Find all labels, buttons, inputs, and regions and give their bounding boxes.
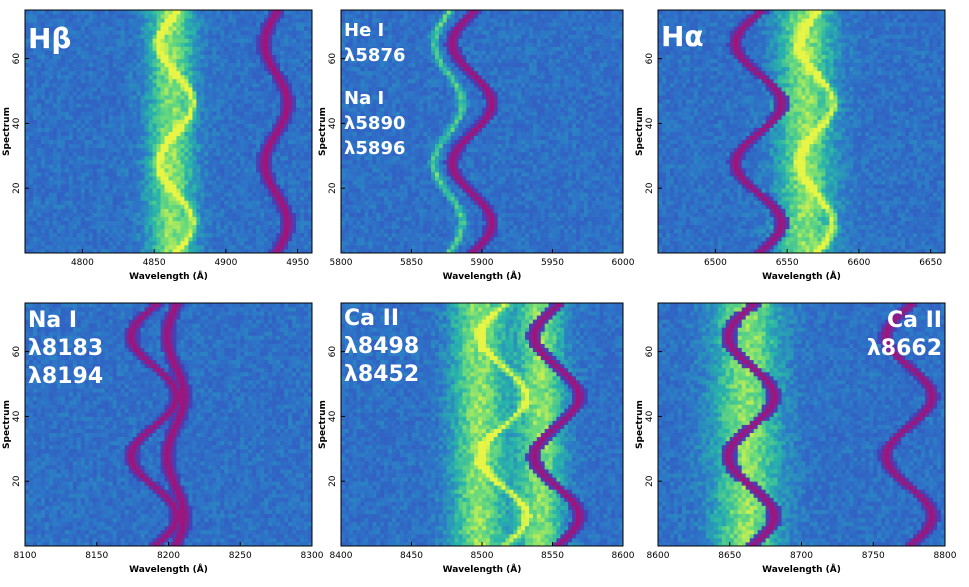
y-tick-label: 40	[645, 117, 655, 129]
y-tick-label: 40	[328, 410, 338, 422]
line-label: λ5876	[344, 45, 406, 66]
x-tick-label: 6600	[847, 258, 870, 268]
y-axis-label: Spectrum	[2, 107, 12, 156]
y-tick-label: 60	[12, 53, 22, 65]
x-tick-label: 4950	[286, 258, 309, 268]
x-tick-label: 8650	[718, 551, 741, 561]
x-tick-label: 8800	[934, 551, 957, 561]
x-tick-label: 8100	[14, 551, 37, 561]
x-tick-label: 6650	[919, 258, 942, 268]
line-label: λ5890	[344, 113, 406, 134]
line-label: Na I	[344, 88, 384, 109]
y-tick-label: 60	[12, 346, 22, 358]
x-axis-label: Wavelength (Å)	[762, 271, 841, 282]
x-axis-label: Wavelength (Å)	[443, 271, 522, 282]
x-tick-label: 8550	[541, 551, 564, 561]
y-axis-label: Spectrum	[318, 107, 328, 156]
x-tick-label: 8450	[400, 551, 423, 561]
x-tick-label: 4900	[214, 258, 237, 268]
y-tick-label: 60	[645, 53, 655, 65]
line-label: λ8662	[867, 336, 942, 361]
x-tick-label: 8600	[647, 551, 670, 561]
x-tick-label: 5950	[541, 258, 564, 268]
line-label: Ca II	[887, 308, 942, 333]
line-label: λ8498	[344, 334, 419, 359]
y-tick-label: 60	[328, 346, 338, 358]
x-tick-label: 4850	[143, 258, 166, 268]
y-tick-label: 40	[328, 117, 338, 129]
y-axis-label: Spectrum	[2, 400, 12, 449]
line-label: λ8194	[28, 364, 103, 389]
y-tick-label: 20	[328, 182, 338, 194]
panel-na: 8100 8150 8200 8250 8300 20 40 60 Wavelength (Å)…	[2, 303, 324, 575]
x-tick-label: 8600	[612, 551, 635, 561]
y-tick-label: 60	[645, 346, 655, 358]
y-axis-label: Spectrum	[635, 107, 645, 156]
x-tick-label: 8400	[330, 551, 353, 561]
x-axis-label: Wavelength (Å)	[129, 564, 208, 575]
x-tick-label: 5850	[400, 258, 423, 268]
x-axis-label: Wavelength (Å)	[762, 564, 841, 575]
y-axis-label: Spectrum	[635, 400, 645, 449]
line-label: Hα	[661, 20, 704, 53]
x-tick-label: 8150	[85, 551, 108, 561]
y-axis-label: Spectrum	[318, 400, 328, 449]
line-label: Na I	[28, 308, 77, 333]
y-tick-label: 20	[645, 475, 655, 487]
panel-he: 5800 5850 5900 5950 6000 20 40 60 Wavelength (Å)…	[318, 10, 635, 282]
panel-ca1: 8400 8450 8500 8550 8600 20 40 60 Wavelength (Å)…	[318, 303, 635, 575]
panel-ha: 6500 6550 6600 6650 20 40 60 Wavelength (Å) Spec…	[635, 10, 945, 282]
y-tick-label: 20	[12, 475, 22, 487]
line-label: Hβ	[28, 22, 71, 55]
x-tick-label: 5800	[330, 258, 353, 268]
x-tick-label: 6550	[776, 258, 799, 268]
x-tick-label: 6000	[612, 258, 635, 268]
x-tick-label: 8300	[301, 551, 324, 561]
y-tick-label: 20	[12, 182, 22, 194]
y-tick-label: 20	[328, 475, 338, 487]
y-tick-label: 40	[12, 117, 22, 129]
y-tick-label: 20	[645, 182, 655, 194]
x-tick-label: 5900	[471, 258, 494, 268]
x-axis-label: Wavelength (Å)	[443, 564, 522, 575]
panel-ca2: 8600 8650 8700 8750 8800 20 40 60 Wavelength (Å)…	[635, 303, 957, 575]
x-axis-label: Wavelength (Å)	[129, 271, 208, 282]
x-tick-label: 8700	[790, 551, 813, 561]
x-tick-label: 8500	[471, 551, 494, 561]
line-label: He I	[344, 20, 384, 41]
line-label: λ5896	[344, 138, 406, 159]
line-label: Ca II	[344, 306, 399, 331]
line-label: λ8452	[344, 362, 419, 387]
y-tick-label: 60	[328, 53, 338, 65]
y-tick-label: 40	[645, 410, 655, 422]
line-label: λ8183	[28, 336, 103, 361]
x-tick-label: 4800	[71, 258, 94, 268]
panel-hb: 4800 4850 4900 4950 20 40 60 Wavelength (Å) Spec…	[2, 10, 312, 282]
x-tick-label: 8750	[862, 551, 885, 561]
x-tick-label: 8200	[157, 551, 180, 561]
x-tick-label: 6500	[704, 258, 727, 268]
x-tick-label: 8250	[229, 551, 252, 561]
y-tick-label: 40	[12, 410, 22, 422]
